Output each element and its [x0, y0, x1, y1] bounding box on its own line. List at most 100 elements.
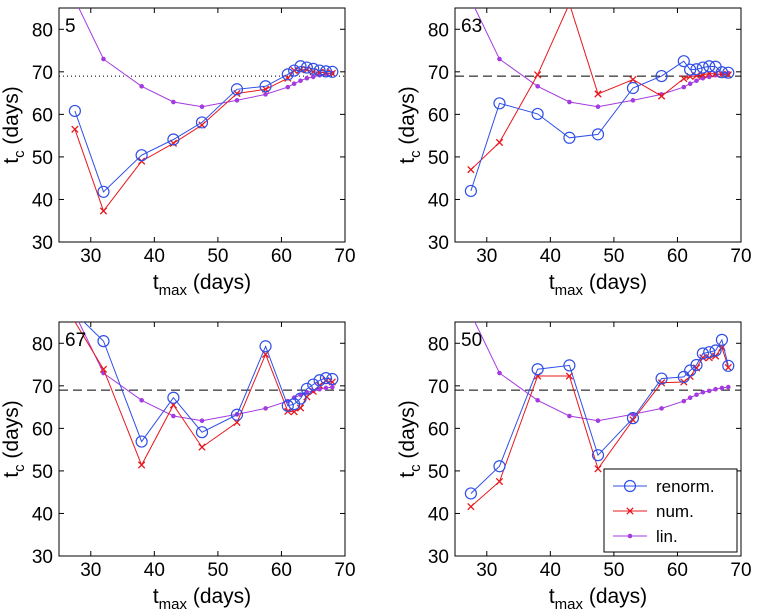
- y-tick-label: 80: [428, 334, 449, 355]
- data-point-renorm: [68, 104, 81, 118]
- data-point-renorm: [626, 412, 640, 425]
- data-point-renorm: [690, 63, 703, 76]
- y-tick-label: 40: [32, 504, 53, 525]
- data-point-renorm: [300, 61, 313, 74]
- data-point-lin: [199, 104, 205, 110]
- x-tick-label: 40: [540, 560, 561, 581]
- plot-area: [455, 1, 741, 198]
- data-point-renorm: [493, 460, 506, 473]
- data-point-renorm: [57, 295, 68, 306]
- y-tick-label: 40: [428, 504, 449, 525]
- data-point-lin: [497, 56, 502, 62]
- series-line-renorm: [470, 60, 729, 192]
- y-tick-label: 70: [32, 63, 53, 84]
- data-point-renorm: [195, 426, 209, 439]
- data-point-renorm: [696, 61, 709, 74]
- chart-panel-1: 30 40 50 60 70 30 40 50 60 70 80 5 tmax (days) tc (da…: [0, 1, 356, 299]
- data-point-renorm: [319, 372, 333, 385]
- y-tick-label: 30: [428, 547, 449, 568]
- y-tick-label: 40: [32, 190, 53, 211]
- x-axis-label: tmax (days): [153, 585, 251, 613]
- data-point-lin: [659, 406, 664, 411]
- data-point-num: [198, 443, 206, 451]
- series-line-renorm: [74, 65, 333, 193]
- data-point-lin: [101, 56, 106, 62]
- y-tick-label: 40: [428, 190, 449, 211]
- data-point-num: [169, 139, 178, 147]
- x-tick-label: 30: [476, 246, 497, 267]
- data-point-lin: [630, 98, 636, 103]
- data-point-renorm: [307, 378, 320, 391]
- y-tick-label: 60: [428, 419, 449, 440]
- y-tick-label: 30: [428, 233, 449, 254]
- data-point-lin: [687, 81, 693, 87]
- data-point-lin: [263, 92, 268, 97]
- data-point-lin: [706, 388, 712, 394]
- y-tick-label: 50: [428, 462, 449, 483]
- data-point-num: [467, 166, 475, 174]
- y-tick-label: 50: [32, 148, 53, 169]
- data-point-lin: [263, 406, 268, 411]
- x-axis-label: tmax (days): [549, 585, 647, 613]
- chart-panel-3: 30 40 50 60 70 30 40 50 60 70 80 67 tmax (days) tc (d…: [0, 290, 356, 613]
- chart-panel-2: 30 40 50 60 70 30 40 50 60 70 80 63 tmax (days) tc (d…: [396, 1, 752, 299]
- data-point-renorm: [655, 69, 668, 83]
- data-point-lin: [700, 389, 706, 395]
- data-point-renorm: [313, 64, 326, 77]
- data-point-lin: [291, 81, 297, 87]
- data-point-num: [71, 125, 79, 133]
- x-tick-label: 40: [144, 560, 165, 581]
- series-lin: [474, 322, 731, 424]
- data-point-renorm: [715, 333, 729, 346]
- data-point-renorm: [690, 358, 703, 372]
- legend-entry-lin: lin.: [613, 527, 678, 546]
- legend-label: lin.: [656, 527, 678, 546]
- data-point-num: [566, 1, 572, 7]
- legend-label: num.: [656, 502, 694, 521]
- data-point-renorm: [326, 372, 339, 386]
- data-point-lin: [694, 392, 699, 398]
- legend-entry-num: num.: [613, 502, 694, 521]
- data-point-num: [680, 74, 688, 83]
- data-point-lin: [139, 397, 144, 403]
- data-point-lin: [310, 74, 316, 80]
- data-point-lin: [470, 1, 475, 6]
- data-point-num: [724, 363, 732, 372]
- y-tick-label: 80: [428, 20, 449, 41]
- data-point-lin: [567, 99, 572, 105]
- data-point-renorm: [319, 65, 333, 78]
- data-point-renorm: [722, 359, 735, 372]
- data-point-num: [137, 461, 146, 469]
- series-renorm: [464, 55, 735, 198]
- y-axis-label: tc (days): [0, 400, 28, 478]
- x-tick-label: 40: [540, 246, 561, 267]
- y-tick-label: 80: [32, 334, 53, 355]
- data-point-renorm: [493, 97, 506, 110]
- data-point-lin: [567, 413, 572, 419]
- x-tick-label: 50: [603, 560, 624, 581]
- panel-label: 50: [461, 330, 482, 351]
- data-point-lin: [74, 315, 79, 320]
- data-point-lin: [74, 1, 79, 6]
- y-tick-label: 50: [428, 148, 449, 169]
- data-point-renorm: [722, 66, 735, 79]
- x-tick-label: 30: [80, 560, 101, 581]
- x-tick-label: 50: [603, 246, 624, 267]
- data-point-renorm: [195, 116, 209, 129]
- data-point-lin: [595, 104, 601, 110]
- legend-label: renorm.: [656, 477, 715, 496]
- data-point-num: [99, 365, 108, 373]
- x-tick-label: 30: [476, 560, 497, 581]
- x-tick-label: 60: [667, 560, 688, 581]
- series-renorm: [464, 333, 735, 500]
- x-axis-label: tmax (days): [153, 271, 251, 299]
- y-axis-label: tc (days): [0, 86, 28, 164]
- data-point-lin: [681, 398, 687, 404]
- data-point-renorm: [591, 128, 605, 141]
- data-point-lin: [57, 290, 62, 295]
- plot-area: [455, 322, 741, 511]
- data-point-lin: [706, 74, 712, 80]
- data-point-lin: [234, 98, 240, 103]
- data-point-renorm: [464, 487, 477, 500]
- x-tick-label: 70: [334, 560, 355, 581]
